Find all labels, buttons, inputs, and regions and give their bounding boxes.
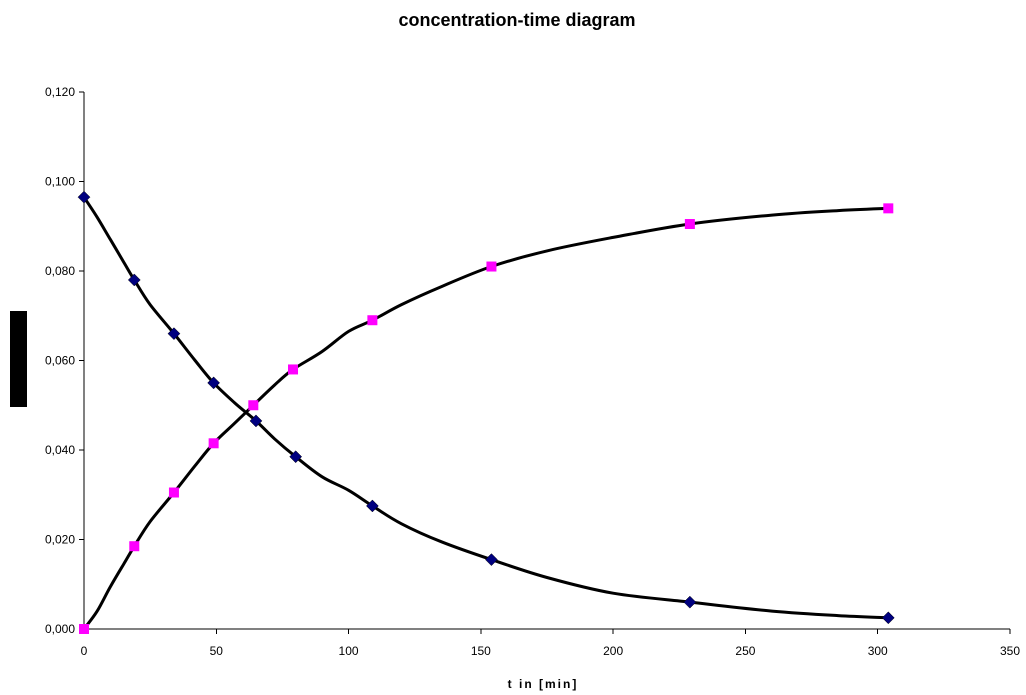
x-tick-label: 350 <box>1000 644 1020 658</box>
x-tick-label: 300 <box>868 644 888 658</box>
y-axis-label-redaction <box>10 311 27 407</box>
y-tick-label: 0,060 <box>45 354 75 368</box>
y-tick-label: 0,080 <box>45 264 75 278</box>
series-2-square-point <box>248 400 259 411</box>
series-1-diamond-point <box>249 414 263 428</box>
y-tick-label: 0,120 <box>45 85 75 99</box>
series-2-square-point <box>288 364 299 375</box>
x-tick-label: 150 <box>471 644 491 658</box>
series-2-square-point <box>208 438 219 449</box>
series-1-diamond-point <box>167 327 181 341</box>
x-axis-ticks: 0 50 100 150 200 250 300 350 <box>81 629 1020 658</box>
y-tick-label: 0,000 <box>45 622 75 636</box>
series-1-diamond-point <box>207 376 220 390</box>
series-1-diamond-point <box>289 450 303 464</box>
series-1-diamond-point <box>881 611 895 625</box>
fit-line-1 <box>82 195 890 620</box>
x-tick-label: 250 <box>735 644 755 658</box>
chart-title: concentration-time diagram <box>398 10 635 30</box>
x-tick-label: 100 <box>339 644 359 658</box>
axes <box>83 92 1010 630</box>
series-1-diamond-point <box>127 273 141 287</box>
series-1-diamond-point <box>485 553 498 566</box>
series-2-square-point <box>79 624 89 634</box>
series-2-square-point <box>684 219 695 230</box>
y-tick-label: 0,040 <box>45 443 75 457</box>
y-axis-ticks: 0,000 0,020 0,040 0,060 0,080 0,100 0,120 <box>45 85 84 636</box>
series-2-square-point <box>129 541 140 552</box>
series-2-square-point <box>883 203 894 214</box>
x-axis-label: t in [min] <box>508 677 579 691</box>
fit-line-2 <box>82 206 890 631</box>
x-tick-label: 50 <box>210 644 224 658</box>
x-tick-label: 0 <box>81 644 88 658</box>
series-1-diamond-point <box>683 595 697 609</box>
fit-lines <box>82 195 890 631</box>
series-2-square-point <box>168 487 179 498</box>
y-tick-label: 0,020 <box>45 533 75 547</box>
data-markers <box>77 190 895 634</box>
series-1-diamond-point <box>77 190 91 204</box>
series-2-square-point <box>367 315 378 326</box>
series-2-square-point <box>486 261 497 272</box>
y-tick-label: 0,100 <box>45 175 75 189</box>
x-tick-label: 200 <box>603 644 623 658</box>
series-1-diamond-point <box>366 499 379 513</box>
